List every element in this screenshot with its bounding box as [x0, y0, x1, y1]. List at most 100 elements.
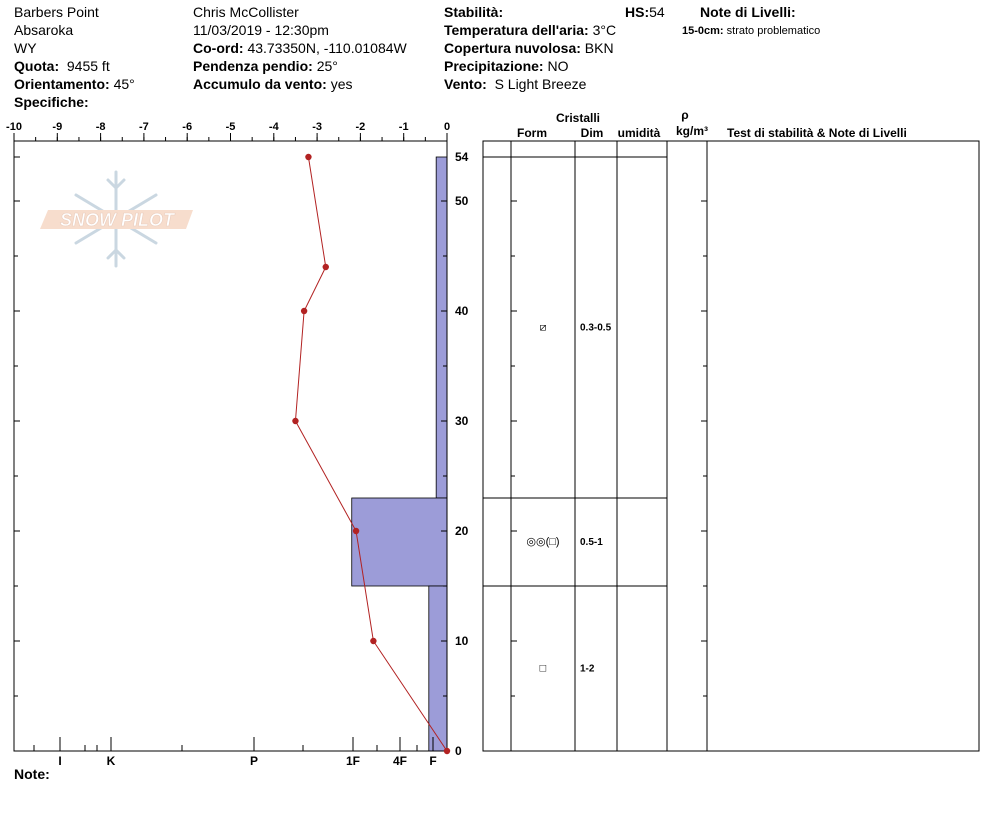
coord-row: Co-ord: 43.73350N, -110.01084W	[193, 39, 407, 57]
hardness-tick-label: K	[107, 754, 116, 768]
wind-row: Vento: S Light Breeze	[444, 75, 674, 93]
aspect-row: Orientamento: 45°	[14, 75, 135, 93]
depth-axis-right	[511, 200, 707, 752]
depth-axis: 0 10 20 30 40 50 54	[14, 150, 469, 758]
elevation-label: Quota:	[14, 58, 60, 74]
layer-table: Cristalli Form Dim umidità ρ kg/m³ Test …	[482, 108, 980, 752]
logo-banner	[40, 210, 193, 229]
coord-label: Co-ord:	[193, 40, 244, 56]
temperature-line	[294, 156, 448, 752]
hardness-tick-label: 1F	[346, 754, 360, 768]
depth-tick-label: 10	[455, 634, 469, 648]
cloud-row: Copertura nuvolosa: BKN	[444, 39, 674, 57]
slope-row: Pendenza pendio: 25°	[193, 57, 407, 75]
temperature-tick-label: -7	[139, 121, 149, 133]
header-col-site: Barbers Point Absaroka WY Quota: 9455 ft…	[14, 3, 135, 111]
aspect-value: 45°	[113, 76, 135, 92]
depth-tick-label: 30	[455, 414, 469, 428]
layer-note-row: 15-0cm: strato problematico	[682, 22, 820, 40]
snowpilot-logo: SNOW PILOT	[40, 170, 193, 268]
state-name: WY	[14, 40, 37, 56]
air-temp-row: Temperatura dell'aria: 3°C	[444, 21, 674, 39]
hardness-layer-bar	[351, 497, 448, 587]
crystals-header: Cristalli	[556, 111, 600, 125]
slope-value: 25°	[316, 58, 338, 74]
hardness-axis: I K P 1F 4F F	[33, 737, 437, 768]
notes-header: Test di stabilità & Note di Livelli	[727, 126, 907, 140]
wind-loading-label: Accumulo da vento:	[193, 76, 327, 92]
temperature-point	[370, 637, 377, 645]
hs-label: HS:	[625, 4, 650, 20]
temperature-profile	[292, 153, 451, 755]
hardness-tick-label: P	[250, 754, 258, 768]
elevation-row: Quota: 9455 ft	[14, 57, 135, 75]
wind-label: Vento:	[444, 76, 487, 92]
hardness-layers	[351, 156, 448, 752]
precip-label: Precipitazione:	[444, 58, 544, 74]
temperature-point	[443, 747, 451, 755]
notes-row: Note:	[14, 765, 50, 783]
stability-row: Stabilità: HS:54	[444, 3, 674, 21]
form-header: Form	[517, 126, 547, 140]
observer-name: Chris McCollister	[193, 4, 299, 20]
temperature-axis: -10 -9 -8 -7 -6 -5 -4 -3 -2 -1 0	[6, 121, 450, 141]
coord-value: 43.73350N, -110.01084W	[247, 40, 407, 56]
temperature-tick-label: -5	[226, 121, 236, 133]
wind-value: S Light Breeze	[494, 76, 587, 92]
layer-note-text: strato problematico	[726, 25, 821, 37]
temperature-tick-label: -1	[399, 121, 409, 133]
air-temp-value: 3°C	[592, 22, 617, 38]
grain-form-glyph: ⧄	[540, 322, 547, 334]
specifics-label: Specifiche:	[14, 94, 89, 110]
stability-label: Stabilità:	[444, 4, 504, 20]
density-symbol: ρ	[681, 108, 688, 122]
layer-notes-label: Note di Livelli:	[700, 4, 796, 20]
precip-row: Precipitazione: NO	[444, 57, 674, 75]
hardness-tick-label: I	[58, 754, 61, 768]
temperature-tick-label: -8	[96, 121, 106, 133]
size-header: Dim	[581, 126, 604, 140]
depth-tick-label: 54	[455, 150, 469, 164]
temperature-point	[322, 263, 329, 271]
temperature-tick-label: -2	[356, 121, 366, 133]
hardness-layer-bar	[435, 156, 448, 499]
temperature-tick-label: -9	[52, 121, 62, 133]
temperature-tick-label: -6	[182, 121, 192, 133]
grain-form-glyph: ◎◎(□)	[526, 536, 559, 548]
cloud-value: BKN	[584, 40, 614, 56]
specifics-row: Specifiche:	[14, 93, 135, 111]
layer-note-range: 15-0cm:	[682, 25, 724, 37]
precip-value: NO	[547, 58, 569, 74]
hardness-layer-bar	[428, 585, 448, 752]
depth-tick-label: 50	[455, 194, 469, 208]
grain-size-value: 0.5-1	[580, 537, 603, 548]
observation-datetime: 11/03/2019 - 12:30pm	[193, 22, 329, 38]
temperature-point	[352, 527, 360, 535]
logo-text: SNOW PILOT	[60, 210, 176, 230]
temperature-point	[300, 307, 308, 315]
wind-loading-row: Accumulo da vento: yes	[193, 75, 407, 93]
location-name: Barbers Point	[14, 4, 99, 20]
air-temp-label: Temperatura dell'aria:	[444, 22, 589, 38]
elevation-value: 9455 ft	[66, 58, 110, 74]
hardness-tick-label: 4F	[393, 754, 407, 768]
cloud-label: Copertura nuvolosa:	[444, 40, 581, 56]
wind-loading-value: yes	[330, 76, 353, 92]
density-unit: kg/m³	[676, 124, 708, 138]
range-name: Absaroka	[14, 22, 74, 38]
temperature-point	[292, 417, 299, 425]
temperature-tick-label: -4	[269, 121, 280, 133]
depth-tick-label: 20	[455, 524, 469, 538]
temperature-tick-label: -3	[312, 121, 322, 133]
header-col-conditions: Stabilità: HS:54 Temperatura dell'aria: …	[444, 3, 674, 93]
temperature-tick-label: -10	[6, 121, 22, 133]
grain-size-value: 1-2	[580, 664, 595, 675]
temperature-tick-label: 0	[444, 121, 450, 133]
grain-size-value: 0.3-0.5	[580, 323, 612, 334]
depth-tick-label: 40	[455, 304, 469, 318]
left-plot-frame	[13, 140, 448, 752]
hs-group: HS:54	[625, 3, 665, 21]
hardness-tick-label: F	[429, 754, 436, 768]
temperature-point	[305, 153, 312, 161]
